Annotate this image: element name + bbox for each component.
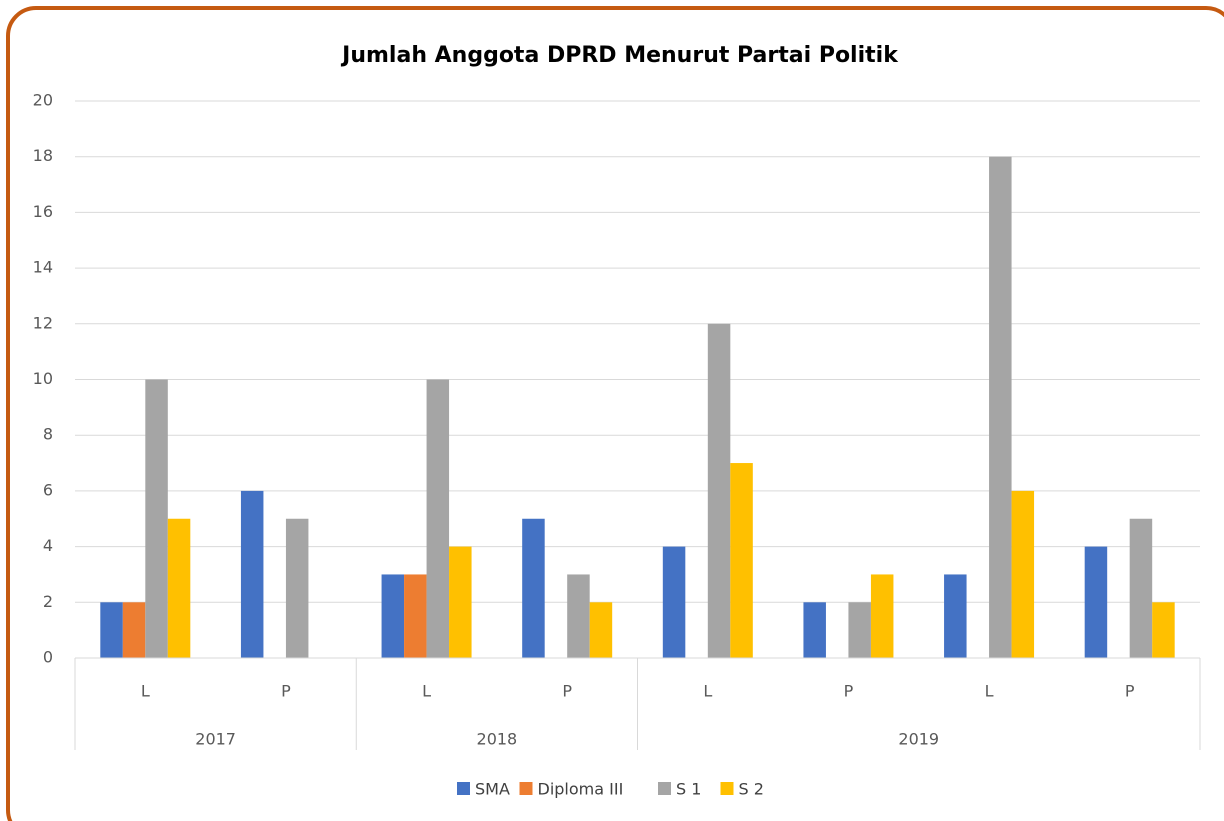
x-tick-label: L — [141, 682, 150, 701]
legend-label: SMA — [475, 780, 510, 799]
bar — [1152, 602, 1175, 658]
x-tick-label: L — [703, 682, 712, 701]
bar — [100, 602, 123, 658]
group-label: 2017 — [195, 730, 236, 749]
bar — [1011, 490, 1035, 658]
chart-title: Jumlah Anggota DPRD Menurut Partai Polit… — [340, 43, 899, 68]
legend-swatch — [720, 782, 734, 795]
bar — [285, 518, 309, 658]
x-tick-label: P — [844, 682, 854, 701]
x-tick-label: P — [562, 682, 572, 701]
x-tick-label: L — [422, 682, 431, 701]
bar — [662, 546, 686, 658]
y-tick-label: 0 — [43, 648, 53, 667]
bar — [803, 602, 826, 658]
group-label: 2019 — [898, 730, 939, 749]
y-tick-label: 6 — [43, 480, 53, 499]
chart-border — [6, 6, 1224, 821]
y-tick-label: 16 — [33, 202, 53, 221]
bar — [944, 574, 967, 658]
legend-label: S 2 — [739, 780, 764, 799]
bar — [122, 602, 146, 658]
bar — [589, 602, 613, 658]
bar — [870, 574, 894, 658]
group-label: 2018 — [477, 730, 518, 749]
bar — [1129, 518, 1153, 658]
y-tick-label: 18 — [33, 146, 53, 165]
bar — [404, 574, 427, 658]
bar — [381, 574, 405, 658]
bar — [145, 379, 168, 658]
y-tick-label: 14 — [33, 258, 53, 277]
bar — [730, 463, 753, 658]
bar — [522, 518, 545, 658]
y-tick-label: 20 — [33, 91, 53, 110]
x-tick-label: P — [1125, 682, 1135, 701]
legend-label: Diploma III — [538, 780, 624, 799]
bar — [567, 574, 590, 658]
x-tick-label: P — [281, 682, 291, 701]
bar — [848, 602, 871, 658]
legend-swatch — [457, 782, 470, 795]
bar — [1084, 546, 1108, 658]
legend-swatch — [519, 782, 533, 795]
y-tick-label: 8 — [43, 425, 53, 444]
x-tick-label: L — [985, 682, 994, 701]
legend-label: S 1 — [676, 780, 701, 799]
bar — [240, 490, 264, 658]
y-tick-label: 12 — [33, 313, 53, 332]
bar — [707, 323, 731, 658]
y-tick-label: 2 — [43, 592, 53, 611]
y-tick-label: 10 — [33, 369, 53, 388]
bar — [167, 518, 191, 658]
y-tick-label: 4 — [43, 536, 53, 555]
bar — [989, 156, 1012, 658]
bar — [449, 546, 472, 658]
legend-swatch — [658, 782, 671, 795]
bar — [426, 379, 450, 658]
